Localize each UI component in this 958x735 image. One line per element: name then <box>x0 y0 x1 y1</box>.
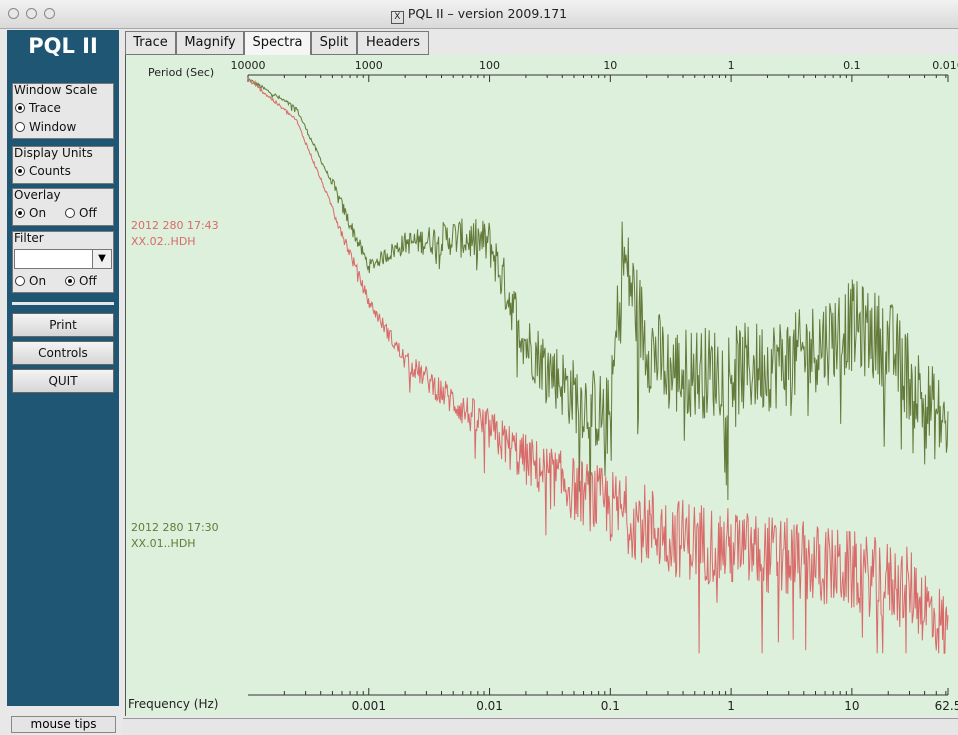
display-units-counts-radio[interactable]: Counts <box>15 164 71 178</box>
app-logo: PQL II <box>7 34 119 58</box>
overlay-on-radio[interactable]: On <box>15 206 46 220</box>
spectra-plot-area[interactable]: 10000 1000 100 10 1 0.1 0.016 0.001 0.01 0.1 1 10 6… <box>125 55 958 716</box>
period-tick-label: 10 <box>603 59 617 72</box>
radio-unselected-icon <box>15 122 25 132</box>
spectra-traces <box>248 78 948 653</box>
frequency-axis: 0.001 0.01 0.1 1 10 62.5 <box>248 688 958 713</box>
period-axis-label: Period (Sec) <box>148 66 214 79</box>
overlay-off-radio[interactable]: Off <box>65 206 97 220</box>
filter-off-radio[interactable]: Off <box>65 274 97 288</box>
radio-selected-icon <box>15 208 25 218</box>
sidebar-divider <box>12 302 114 305</box>
frequency-tick-label: 0.1 <box>601 699 620 713</box>
tab-trace[interactable]: Trace <box>125 31 176 55</box>
series-red-station-label: XX.02..HDH <box>131 235 196 248</box>
dropdown-arrow-icon[interactable]: ▼ <box>92 250 111 268</box>
spectra-chart[interactable]: 10000 1000 100 10 1 0.1 0.016 0.001 0.01 0.1 1 10 6… <box>126 55 958 716</box>
status-bar <box>123 718 958 735</box>
radio-unselected-icon <box>15 276 25 286</box>
radio-unselected-icon <box>65 208 75 218</box>
period-tick-label: 100 <box>479 59 500 72</box>
spectrum-line-red <box>248 78 948 653</box>
window-scale-title: Window Scale <box>14 83 97 97</box>
period-tick-label: 10000 <box>231 59 266 72</box>
frequency-tick-label: 0.01 <box>476 699 503 713</box>
period-tick-label: 0.016 <box>932 59 958 72</box>
window-scale-group: Window Scale Trace Window <box>12 83 114 139</box>
window-title-text: PQL II – version 2009.171 <box>408 6 567 21</box>
period-tick-label: 1 <box>728 59 735 72</box>
window-title: X PQL II – version 2009.171 <box>0 6 958 24</box>
radio-selected-icon <box>15 103 25 113</box>
sidebar: PQL II Window Scale Trace Window Display… <box>7 30 119 706</box>
period-axis: 10000 1000 100 10 1 0.1 0.016 <box>231 59 958 82</box>
series-red-date-label: 2012 280 17:43 <box>131 219 219 232</box>
window-titlebar: X PQL II – version 2009.171 <box>0 0 958 29</box>
overlay-title: Overlay <box>14 188 61 202</box>
tab-headers[interactable]: Headers <box>357 31 429 55</box>
filter-on-radio[interactable]: On <box>15 274 46 288</box>
period-tick-label: 0.1 <box>843 59 861 72</box>
frequency-tick-label: 1 <box>727 699 735 713</box>
tab-magnify[interactable]: Magnify <box>176 31 244 55</box>
window-scale-trace-radio[interactable]: Trace <box>15 101 61 115</box>
tab-split[interactable]: Split <box>311 31 357 55</box>
quit-button[interactable]: QUIT <box>12 369 114 393</box>
overlay-group: Overlay On Off <box>12 188 114 226</box>
radio-selected-icon <box>15 166 25 176</box>
filter-title: Filter <box>14 231 44 245</box>
frequency-tick-label: 0.001 <box>352 699 386 713</box>
mouse-tips-button[interactable]: mouse tips <box>11 716 116 733</box>
tab-spectra[interactable]: Spectra <box>244 31 311 56</box>
print-button[interactable]: Print <box>12 313 114 337</box>
series-green-station-label: XX.01..HDH <box>131 537 196 550</box>
window-scale-window-radio[interactable]: Window <box>15 120 76 134</box>
frequency-tick-label: 62.5 <box>935 699 958 713</box>
filter-group: Filter ▼ On Off <box>12 231 114 293</box>
display-units-title: Display Units <box>14 146 93 160</box>
frequency-axis-label: Frequency (Hz) <box>128 697 219 711</box>
spectrum-line-green <box>248 78 948 525</box>
display-units-group: Display Units Counts <box>12 146 114 184</box>
filter-select[interactable]: ▼ <box>14 249 112 269</box>
controls-button[interactable]: Controls <box>12 341 114 365</box>
frequency-tick-label: 10 <box>844 699 859 713</box>
series-green-date-label: 2012 280 17:30 <box>131 521 219 534</box>
period-tick-label: 1000 <box>355 59 383 72</box>
radio-selected-icon <box>65 276 75 286</box>
x11-icon: X <box>391 11 404 24</box>
